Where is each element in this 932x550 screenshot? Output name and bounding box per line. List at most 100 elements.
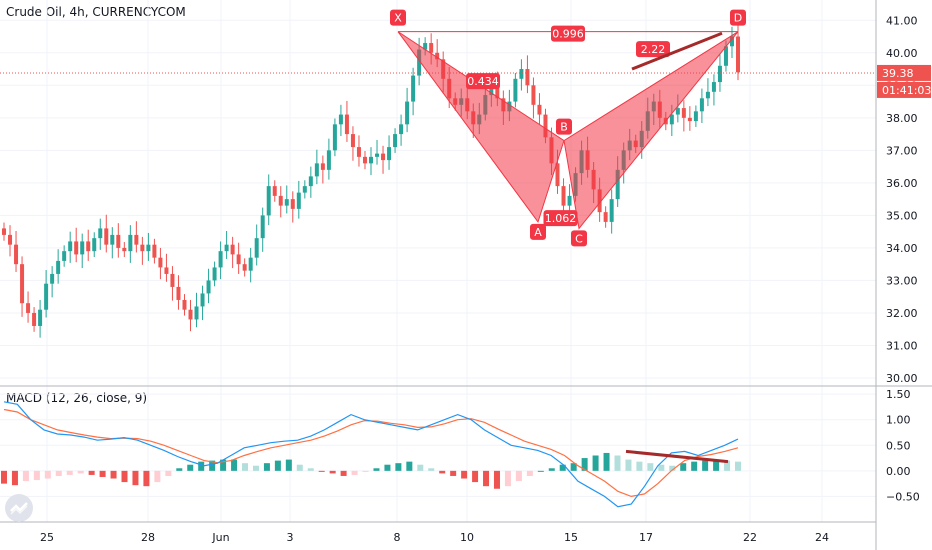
candle	[393, 128, 398, 153]
time-tick-label: 10	[460, 531, 474, 544]
candle-body	[543, 114, 548, 138]
pattern-ratio-label: 0.434	[467, 75, 499, 88]
candle-body	[56, 260, 61, 274]
macd-histogram-bar	[11, 470, 18, 486]
macd-histogram-bar	[132, 470, 139, 486]
candle	[20, 256, 25, 317]
macd-histogram-bar	[428, 468, 435, 471]
macd-histogram-bar	[252, 465, 259, 471]
candle	[350, 126, 355, 161]
macd-histogram-bar	[176, 468, 183, 471]
macd-histogram-bar	[340, 470, 347, 476]
candle-body	[230, 244, 235, 255]
candle	[278, 186, 283, 218]
candle	[224, 231, 229, 259]
macd-histogram-bar	[198, 461, 205, 471]
pattern-ratio-box	[466, 73, 500, 90]
candle-body	[278, 195, 283, 206]
pattern-ratio-box	[543, 210, 578, 227]
time-tick-label: 8	[394, 531, 401, 544]
macd-histogram-bar	[165, 470, 172, 476]
macd-histogram-bar	[603, 452, 610, 471]
candle	[218, 241, 223, 280]
time-tick-label: 17	[639, 531, 653, 544]
candle-body	[669, 114, 674, 125]
candle-body	[736, 36, 740, 73]
pattern-ratio-box	[636, 41, 670, 58]
pattern-ratio: 0.996	[551, 25, 585, 42]
candle	[693, 105, 698, 127]
candle	[146, 232, 151, 261]
macd-histogram-bar	[570, 463, 577, 471]
time-tick-label: 24	[815, 531, 829, 544]
candle-body	[254, 238, 259, 258]
price-tick-label: 38.00	[886, 112, 918, 125]
macd-histogram-bar	[735, 461, 741, 471]
candle	[182, 294, 187, 316]
current-price-tag	[877, 64, 931, 81]
pattern-point-label: D	[734, 12, 742, 25]
macd-histogram-bar	[592, 455, 599, 471]
candle-body	[14, 244, 19, 265]
price-tick-label: 33.00	[886, 274, 918, 287]
macd-histogram-bar	[220, 459, 227, 471]
candle-body	[38, 309, 43, 326]
candle-body	[92, 238, 97, 252]
candle	[369, 147, 373, 176]
candle	[212, 261, 217, 287]
pattern-point-box	[530, 223, 546, 240]
candle-body	[140, 244, 145, 252]
harmonic-pattern: X A B C D 0.434 1.062 2.22 0.996	[390, 9, 746, 247]
candle-body	[326, 150, 331, 170]
candle-body	[344, 114, 349, 135]
candle-body	[86, 241, 91, 252]
macd-histogram-bar	[472, 470, 479, 483]
macd-tick-label: 1.50	[886, 388, 911, 401]
macd-histogram-bar	[384, 464, 391, 471]
macd-histogram-bar	[285, 459, 292, 471]
candle-body	[687, 117, 692, 122]
candle-body	[176, 286, 181, 300]
candle-body	[224, 244, 229, 252]
candle-body	[723, 46, 728, 66]
macd-histogram-bar	[231, 459, 238, 471]
candle-body	[116, 234, 121, 248]
candle-body	[290, 199, 295, 209]
candle-body	[356, 147, 361, 157]
candle-body	[338, 114, 343, 125]
macd-histogram-bar	[154, 470, 161, 483]
macd-histogram-bar	[44, 470, 51, 479]
candle	[705, 78, 710, 107]
macd-histogram-bar	[362, 470, 369, 472]
price-tick-label: 31.00	[886, 339, 918, 352]
candle-body	[519, 69, 524, 79]
candle	[296, 180, 301, 219]
candle-body	[561, 186, 566, 206]
candle	[14, 231, 19, 272]
time-tick-label: 3	[287, 531, 294, 544]
candle-body	[717, 65, 722, 83]
macd-line	[3, 401, 739, 508]
candle	[603, 206, 608, 228]
macd-tick-label: 0.00	[886, 465, 911, 478]
candle	[290, 191, 295, 223]
candle	[116, 223, 121, 258]
macd-histogram-bar	[680, 463, 687, 471]
candle	[284, 185, 289, 214]
macd-trendline	[625, 449, 729, 464]
macd-histogram-bar	[504, 470, 511, 487]
candle	[38, 299, 43, 338]
macd-histogram-bar	[493, 470, 500, 489]
current-price-text: 39.38	[882, 67, 914, 80]
candle	[272, 180, 277, 202]
pattern-point-box	[571, 230, 587, 247]
candle-body	[218, 251, 223, 268]
candle-body	[314, 163, 319, 177]
candle	[326, 138, 331, 180]
macd-histogram-bar	[329, 470, 336, 474]
macd-tick-label: 0.50	[886, 439, 911, 452]
macd-histogram-bar	[702, 460, 709, 471]
candle-body	[50, 273, 55, 284]
candle-body	[170, 273, 175, 287]
